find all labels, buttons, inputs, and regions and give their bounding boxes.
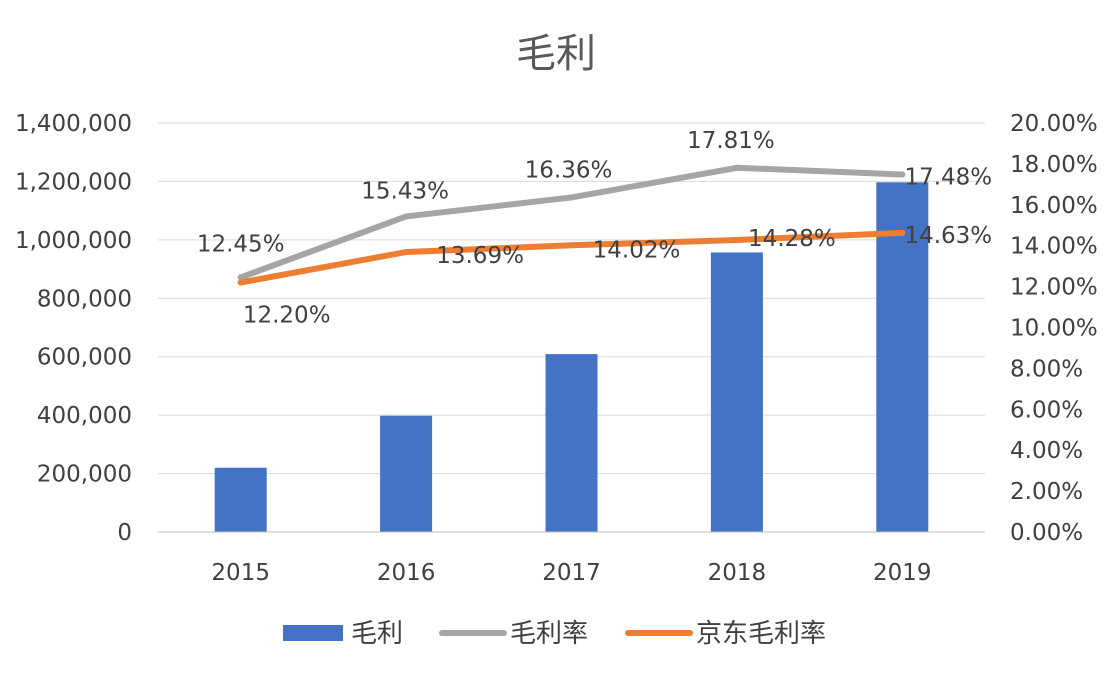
y-right-tick-label: 4.00% xyxy=(1010,438,1083,464)
y-left-tick-label: 1,200,000 xyxy=(15,169,132,195)
y-left-tick-label: 800,000 xyxy=(37,286,132,312)
gross-margin-rate-label: 15.43% xyxy=(361,178,449,204)
line-point xyxy=(403,213,410,220)
line-point xyxy=(733,164,740,171)
jd-gross-margin-rate-label: 14.63% xyxy=(904,223,992,249)
line-point xyxy=(899,171,906,178)
gross-margin-rate-label: 12.45% xyxy=(197,231,285,257)
x-tick-label: 2017 xyxy=(542,560,601,586)
gross-margin-rate-label: 16.36% xyxy=(525,157,613,183)
bar xyxy=(876,182,929,532)
right-axis: 0.00% 2.00% 4.00% 6.00% 8.00% 10.00% 12.00% 14.… xyxy=(1010,111,1098,546)
legend-label: 毛利率 xyxy=(510,619,588,649)
y-right-tick-label: 8.00% xyxy=(1010,356,1083,382)
line-series xyxy=(237,164,906,286)
legend-label: 毛利 xyxy=(351,619,403,649)
y-left-tick-label: 200,000 xyxy=(37,462,132,488)
bar xyxy=(545,354,598,532)
line-point xyxy=(403,249,410,256)
jd-gross-margin-rate-label: 12.20% xyxy=(243,303,331,329)
bar xyxy=(710,252,763,532)
bar-series xyxy=(214,182,929,532)
x-tick-label: 2015 xyxy=(211,560,270,586)
y-right-tick-label: 16.00% xyxy=(1010,193,1098,219)
y-right-tick-label: 6.00% xyxy=(1010,397,1083,423)
x-tick-label: 2019 xyxy=(873,560,932,586)
y-right-tick-label: 14.00% xyxy=(1010,234,1098,260)
y-left-tick-label: 0 xyxy=(117,520,132,546)
y-right-tick-label: 0.00% xyxy=(1010,520,1083,546)
y-left-tick-label: 400,000 xyxy=(37,403,132,429)
chart-title: 毛利 xyxy=(516,31,596,77)
line-point xyxy=(568,242,575,249)
y-right-tick-label: 10.00% xyxy=(1010,316,1098,342)
jd-gross-margin-rate-label: 14.02% xyxy=(593,237,681,263)
y-left-tick-label: 600,000 xyxy=(37,345,132,371)
y-right-tick-label: 2.00% xyxy=(1010,479,1083,505)
legend-label: 京东毛利率 xyxy=(696,619,826,649)
y-left-tick-label: 1,000,000 xyxy=(15,228,132,254)
legend-swatch-bar xyxy=(283,625,343,641)
bar xyxy=(214,467,267,532)
series-line xyxy=(237,164,906,281)
legend: 毛利 毛利率 京东毛利率 xyxy=(283,619,826,649)
y-right-tick-label: 20.00% xyxy=(1010,111,1098,137)
y-right-tick-label: 12.00% xyxy=(1010,275,1098,301)
y-left-tick-label: 1,400,000 xyxy=(15,111,132,137)
x-tick-label: 2016 xyxy=(377,560,436,586)
line-point xyxy=(733,236,740,243)
y-right-tick-label: 18.00% xyxy=(1010,152,1098,178)
line-point xyxy=(237,274,244,281)
jd-gross-margin-rate-label: 14.28% xyxy=(748,226,836,252)
line-point xyxy=(899,229,906,236)
x-tick-label: 2018 xyxy=(708,560,767,586)
gross-margin-rate-label: 17.81% xyxy=(687,128,775,154)
jd-gross-margin-rate-label: 13.69% xyxy=(436,243,524,269)
line-point xyxy=(237,279,244,286)
left-axis: 0 200,000 400,000 600,000 800,000 1,000,000 1,… xyxy=(15,111,132,546)
data-labels: 12.45% 15.43% 16.36% 17.81% 17.48% 12.20% 13.6… xyxy=(197,128,992,329)
bar xyxy=(380,415,433,532)
x-axis: 2015 2016 2017 2018 2019 xyxy=(158,531,985,586)
line-point xyxy=(568,194,575,201)
gross-margin-rate-label: 17.48% xyxy=(904,165,992,191)
